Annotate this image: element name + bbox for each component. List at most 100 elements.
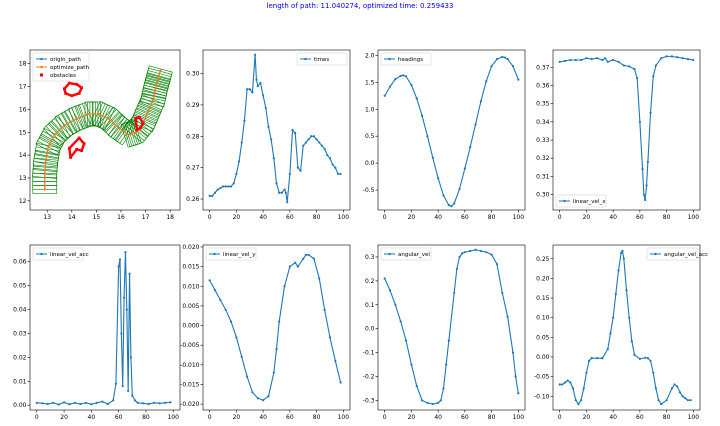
y-tick-label: 0.34 bbox=[536, 119, 550, 126]
y-tick-label: 0.15 bbox=[536, 295, 550, 302]
x-tick-label: 20 bbox=[583, 414, 591, 421]
series-point-linear_vel_acc bbox=[101, 400, 104, 403]
series-point-angular_vel_acc bbox=[649, 359, 652, 362]
x-tick-label: 100 bbox=[167, 414, 179, 421]
series-point-linear_vel_acc bbox=[163, 401, 167, 404]
series-point-times bbox=[264, 106, 267, 110]
series-point-linear_vel_acc bbox=[90, 403, 93, 406]
x-tick-label: 40 bbox=[88, 414, 96, 421]
series-point-linear_vel_x bbox=[606, 60, 609, 63]
series-point-linear_vel_acc bbox=[68, 403, 71, 406]
series-point-linear_vel_y bbox=[208, 279, 211, 282]
y-tick-label: -0.020 bbox=[180, 401, 200, 408]
series-point-times bbox=[283, 188, 286, 191]
figure-title: length of path: 11.040274, optimized tim… bbox=[266, 2, 454, 10]
series-point-angular_vel bbox=[453, 291, 456, 294]
x-tick-label: 60 bbox=[461, 414, 469, 421]
series-point-angular_vel_acc bbox=[660, 403, 663, 406]
series-point-times bbox=[221, 185, 225, 188]
obstacle-point bbox=[67, 81, 71, 85]
series-point-headings bbox=[503, 56, 507, 59]
series-point-angular_vel_acc bbox=[563, 381, 567, 384]
plot-frame bbox=[377, 49, 526, 211]
series-point-linear_vel_x bbox=[686, 57, 690, 61]
y-tick-label: 0.06 bbox=[13, 259, 27, 266]
y-tick-label: 0.2 bbox=[365, 278, 375, 285]
series-point-headings bbox=[410, 83, 413, 87]
series-point-linear_vel_x bbox=[670, 55, 674, 58]
series-point-angular_vel_acc bbox=[646, 357, 649, 360]
series-point-angular_vel_acc bbox=[622, 257, 625, 260]
series-line-times bbox=[209, 54, 341, 203]
y-tick-label: -0.05 bbox=[534, 374, 550, 381]
series-point-angular_vel_acc bbox=[612, 316, 615, 319]
legend-box bbox=[380, 52, 432, 66]
series-point-linear_vel_acc bbox=[129, 356, 133, 359]
obstacle-point bbox=[80, 149, 84, 152]
series-point-headings bbox=[517, 78, 520, 81]
y-tick-label: 0.20 bbox=[536, 275, 550, 282]
series-point-angular_vel_acc bbox=[601, 357, 604, 360]
series-point-headings bbox=[463, 167, 466, 170]
series-point-headings bbox=[415, 97, 418, 100]
y-tick-label: 0.37 bbox=[536, 64, 550, 71]
series-point-linear_vel_x bbox=[563, 59, 567, 63]
y-tick-label: -0.10 bbox=[534, 393, 550, 400]
y-tick-label: 12 bbox=[19, 198, 27, 205]
series-point-linear_vel_x bbox=[579, 58, 583, 62]
plot-area bbox=[383, 55, 520, 208]
series-point-linear_vel_y bbox=[246, 375, 249, 378]
series-point-linear_vel_acc bbox=[122, 296, 126, 299]
series-point-times bbox=[213, 191, 217, 194]
series-point-linear_vel_y bbox=[312, 257, 316, 260]
obstacle-point bbox=[139, 126, 143, 130]
y-tick-label: 14 bbox=[19, 152, 27, 159]
series-point-linear_vel_x bbox=[612, 58, 615, 62]
series-point-times bbox=[331, 163, 334, 166]
series-point-optimize_path bbox=[159, 69, 162, 72]
series-point-angular_vel_acc bbox=[569, 381, 572, 384]
series-point-linear_vel_acc bbox=[152, 401, 156, 404]
series-point-linear_vel_acc bbox=[133, 399, 137, 402]
series-point-times bbox=[336, 172, 340, 176]
series-point-times bbox=[240, 141, 243, 144]
series-point-times bbox=[235, 172, 238, 176]
legend-box bbox=[646, 247, 698, 261]
legend-label: linear_vel_y bbox=[223, 252, 256, 258]
plot-area bbox=[383, 248, 520, 406]
chart-panel-4: 0 20 40 60 80 100 0.30 0.31 0.32 0.33 0.34 0.35 0.36… bbox=[536, 49, 701, 221]
y-tick-label: -0.2 bbox=[363, 374, 375, 381]
series-point-angular_vel_acc bbox=[585, 371, 588, 374]
series-point-linear_vel_x bbox=[585, 57, 588, 60]
series-point-angular_vel bbox=[447, 339, 450, 342]
series-point-headings bbox=[394, 77, 397, 81]
y-tick-label: 0.29 bbox=[186, 102, 200, 109]
obstacle-point bbox=[82, 142, 86, 146]
y-tick-label: 18 bbox=[19, 61, 27, 68]
obstacle-point bbox=[75, 148, 79, 151]
series-point-linear_vel_y bbox=[229, 320, 233, 323]
series-point-angular_vel_acc bbox=[582, 387, 585, 390]
series-point-linear_vel_y bbox=[256, 397, 259, 400]
y-tick-label: 0.0 bbox=[365, 160, 375, 167]
chart-panel-2: 0 20 40 60 80 100 0.26 0.27 0.28 0.29 0.30 times bbox=[186, 49, 351, 221]
series-point-angular_vel_acc bbox=[606, 348, 609, 351]
x-tick-label: 40 bbox=[434, 414, 442, 421]
y-tick-label: 0.3 bbox=[365, 254, 375, 261]
y-tick-label: 16 bbox=[19, 106, 27, 113]
x-tick-label: 20 bbox=[408, 414, 416, 421]
series-point-angular_vel bbox=[442, 387, 445, 390]
series-point-linear_vel_acc bbox=[121, 384, 124, 388]
series-point-headings bbox=[495, 58, 499, 61]
series-point-times bbox=[267, 125, 270, 128]
series-point-angular_vel_acc bbox=[657, 399, 660, 402]
series-point-headings bbox=[402, 74, 405, 77]
obstacle-point bbox=[80, 86, 84, 90]
x-tick-label: 100 bbox=[338, 214, 350, 221]
y-tick-label: -0.5 bbox=[363, 187, 375, 194]
series-point-angular_vel_acc bbox=[590, 357, 593, 360]
legend-marker bbox=[388, 57, 391, 61]
series-point-times bbox=[310, 135, 313, 138]
x-tick-label: 0 bbox=[558, 214, 562, 221]
x-tick-label: 80 bbox=[663, 414, 671, 421]
